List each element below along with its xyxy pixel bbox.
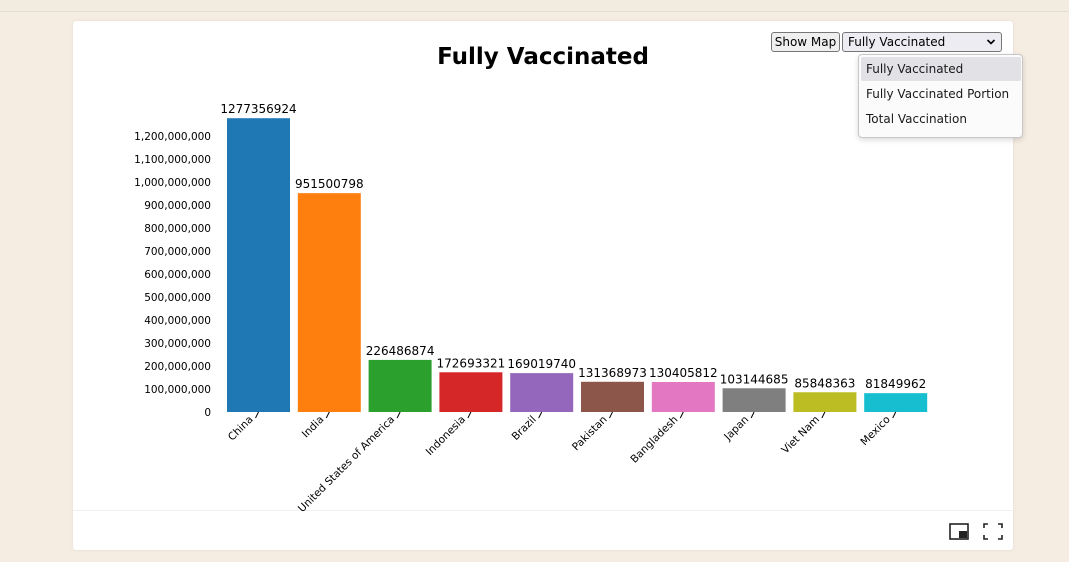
bar: [227, 118, 290, 412]
y-tick-label: 200,000,000: [144, 361, 211, 373]
x-tick-mark: [325, 411, 330, 419]
bar: [510, 373, 574, 412]
bar-value-label: 130405812: [649, 366, 718, 380]
dropdown-option-fully-vaccinated[interactable]: Fully Vaccinated: [861, 57, 1021, 81]
y-tick-label: 600,000,000: [144, 269, 211, 281]
x-tick-mark: [821, 411, 826, 419]
metric-dropdown-menu: Fully Vaccinated Fully Vaccinated Portio…: [858, 54, 1023, 138]
bar: [581, 381, 644, 412]
x-tick-label: China: [226, 414, 256, 444]
y-tick-label: 1,200,000,000: [134, 131, 211, 143]
bar-value-label: 131368973: [578, 366, 647, 380]
dropdown-option-fully-vaccinated-portion[interactable]: Fully Vaccinated Portion: [866, 87, 1010, 101]
bar-value-label: 1277356924: [220, 102, 296, 116]
y-tick-label: 1,100,000,000: [134, 154, 211, 166]
y-tick-label: 300,000,000: [144, 338, 211, 350]
metric-select[interactable]: Fully Vaccinated: [842, 32, 1002, 52]
y-tick-label: 700,000,000: [144, 246, 211, 258]
picture-in-picture-icon[interactable]: [948, 521, 970, 541]
x-tick-label: Bangladesh: [628, 414, 680, 466]
x-tick-mark: [750, 411, 755, 419]
bar-value-label: 226486874: [366, 344, 435, 358]
bar: [651, 382, 715, 412]
bar-value-label: 81849962: [865, 377, 926, 391]
x-tick-mark: [609, 411, 613, 419]
x-tick-label: Indonesia: [424, 414, 468, 458]
y-tick-label: 400,000,000: [144, 315, 211, 327]
bar-value-label: 169019740: [507, 357, 576, 371]
bar-value-label: 951500798: [295, 177, 364, 191]
y-tick-label: 0: [204, 407, 211, 419]
bar: [722, 388, 786, 412]
x-tick-mark: [538, 411, 543, 419]
x-tick-label: Viet Nam: [779, 414, 822, 457]
x-tick-mark: [396, 411, 401, 419]
chart-title: Fully Vaccinated: [437, 44, 649, 70]
bar: [793, 392, 857, 412]
fullscreen-icon[interactable]: [982, 521, 1004, 541]
x-tick-label: India: [300, 414, 327, 441]
dropdown-option-total-vaccination[interactable]: Total Vaccination: [866, 112, 967, 126]
x-tick-label: Mexico: [858, 414, 892, 448]
y-tick-label: 800,000,000: [144, 223, 211, 235]
chevron-down-icon: [986, 33, 996, 57]
bar: [439, 372, 503, 412]
y-tick-label: 500,000,000: [144, 292, 211, 304]
x-tick-label: Brazil: [510, 414, 539, 443]
top-bar: [0, 0, 1069, 12]
x-tick-label: Pakistan: [570, 414, 610, 454]
bar-value-label: 85848363: [794, 376, 855, 390]
bar-value-label: 103144685: [720, 372, 789, 386]
x-tick-mark: [467, 411, 472, 419]
y-tick-label: 100,000,000: [144, 384, 211, 396]
x-tick-label: Japan: [721, 414, 751, 444]
y-tick-label: 900,000,000: [144, 200, 211, 212]
y-tick-label: 1,000,000,000: [134, 177, 211, 189]
metric-select-value: Fully Vaccinated: [848, 35, 946, 49]
x-tick-mark: [255, 411, 259, 419]
bar: [297, 193, 361, 412]
show-map-button[interactable]: Show Map: [771, 32, 840, 52]
x-tick-mark: [892, 411, 897, 419]
bar: [368, 359, 432, 412]
x-tick-mark: [679, 411, 684, 419]
bar-value-label: 172693321: [437, 356, 506, 370]
card-footer-divider: [73, 510, 1013, 511]
bar: [864, 393, 928, 412]
